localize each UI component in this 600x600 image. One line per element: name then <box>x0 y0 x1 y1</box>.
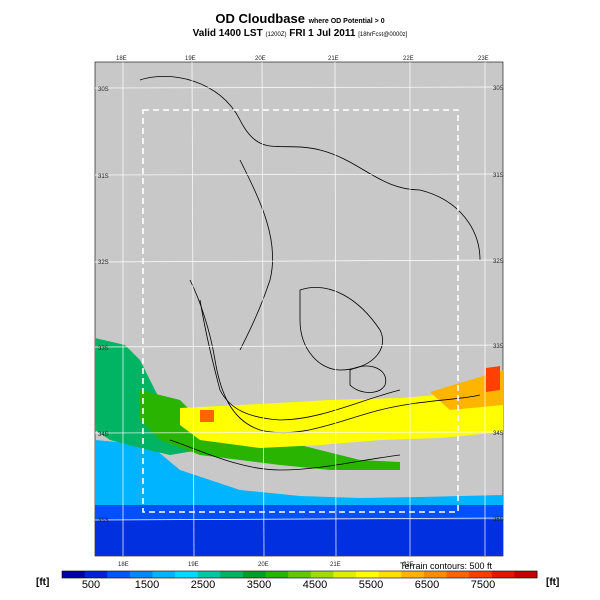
colorbar-swatch <box>356 571 380 578</box>
colorbar-swatch <box>197 571 221 578</box>
colorbar-swatch <box>423 571 448 578</box>
colorbar-swatch <box>107 571 131 578</box>
lat-label-left-5: 35S <box>98 518 109 524</box>
cloudbase-cyan-region <box>95 440 503 505</box>
colorbar-label: 3500 <box>246 579 272 591</box>
colorbar-swatch <box>469 571 493 578</box>
colorbar-swatch <box>491 571 515 578</box>
grid-lat-33 <box>94 344 504 348</box>
cloudbase-deepblue-region <box>95 520 503 556</box>
lat-label-right-1: 31S <box>493 173 504 179</box>
terrain-contour <box>189 279 481 434</box>
lat-label-right-3: 33S <box>493 344 504 350</box>
colorbar-unit-left: [ft] <box>36 577 50 588</box>
grid-lon-19 <box>191 61 195 557</box>
colorbar-label: 500 <box>81 579 101 591</box>
chart-title: OD Cloudbase where OD Potential > 0 <box>0 11 600 26</box>
cloudbase-yellow-belt <box>180 388 503 448</box>
forecast-date: FRI 1 Jul 2011 <box>289 28 356 39</box>
lon-label-bottom-3: 21E <box>330 562 341 568</box>
colorbar-swatch <box>401 571 425 578</box>
colorbar-swatch <box>220 571 244 578</box>
terrain-contour <box>139 76 481 261</box>
colorbar-swatch <box>514 571 538 578</box>
lon-label-bottom-2: 20E <box>258 562 269 568</box>
colorbar-swatch <box>265 571 289 578</box>
colorbar-unit-right: [ft] <box>546 577 560 588</box>
colorbar-label: 2500 <box>190 579 216 591</box>
colorbar-swatch <box>446 571 470 578</box>
terrain-contour-note: Terrain contours: 500 ft <box>400 561 493 571</box>
title-suffix: where OD Potential > 0 <box>308 18 385 25</box>
lat-label-left-1: 31S <box>98 174 109 180</box>
colorbar-label: 1500 <box>134 579 160 591</box>
colorbar-label: 4500 <box>302 579 328 591</box>
lon-label-bottom-4: 22E <box>403 562 414 568</box>
grid-lat-31 <box>94 173 504 176</box>
lat-label-left-4: 34S <box>98 432 109 438</box>
utc-time: (1200Z) <box>265 32 287 38</box>
colorbar-border <box>61 570 538 579</box>
cloudbase-shading <box>95 338 503 556</box>
valid-time: Valid 1400 LST <box>192 28 263 39</box>
lon-label-top-0: 18E <box>116 56 127 62</box>
colorbar-swatch <box>129 571 153 578</box>
colorbar-swatch <box>175 571 199 578</box>
inner-domain-box <box>142 109 459 513</box>
colorbar-swatch <box>242 571 267 578</box>
colorbar-label: 6500 <box>414 579 440 591</box>
lat-label-right-2: 32S <box>493 259 504 265</box>
terrain-contour <box>169 439 401 471</box>
lon-label-top-3: 21E <box>328 56 339 62</box>
colorbar-swatch <box>152 571 176 578</box>
grid-lat-30 <box>94 86 504 89</box>
grid-lon-20 <box>261 61 265 557</box>
terrain-contour <box>239 159 274 351</box>
lon-label-top-2: 20E <box>255 56 266 62</box>
colorbar-label: 5500 <box>358 579 384 591</box>
lat-label-left-2: 32S <box>98 260 109 266</box>
lon-label-top-5: 23E <box>478 56 489 62</box>
grid-lat-32 <box>94 259 504 263</box>
lon-label-bottom-0: 18E <box>118 562 129 568</box>
lat-label-right-0: 30S <box>493 86 504 92</box>
terrain-contours <box>139 76 481 471</box>
colorbar-swatch <box>378 571 402 578</box>
lon-label-top-1: 19E <box>185 56 196 62</box>
cloudbase-lightgreen <box>140 390 400 470</box>
terrain-contour <box>299 287 383 371</box>
grid-lat-34 <box>94 431 504 434</box>
lat-label-left-0: 30S <box>98 87 109 93</box>
cloudbase-red-spot <box>486 366 500 392</box>
colorbar-swatch <box>333 571 357 578</box>
lat-label-right-5: 35S <box>493 517 504 523</box>
terrain-contour <box>349 365 387 393</box>
lon-label-bottom-1: 19E <box>188 562 199 568</box>
grid-lon-21 <box>334 61 337 557</box>
cloudbase-red-spot-2 <box>200 410 214 422</box>
colorbar-swatch <box>310 571 334 578</box>
chart-subtitle: Valid 1400 LST (1200Z) FRI 1 Jul 2011 [1… <box>0 28 600 39</box>
colorbar-swatch <box>62 571 86 578</box>
lat-lon-grid <box>94 61 504 557</box>
lon-label-top-4: 22E <box>403 56 414 62</box>
colorbar <box>61 570 538 579</box>
lat-label-left-3: 33S <box>98 346 109 352</box>
colorbar-label: 7500 <box>470 579 496 591</box>
colorbar-swatch <box>288 571 312 578</box>
forecast-init: [18hrFcst@0000z] <box>358 32 408 38</box>
grid-lat-35 <box>94 517 504 521</box>
colorbar-swatch <box>84 571 108 578</box>
lat-label-right-4: 34S <box>493 431 504 437</box>
title-main: OD Cloudbase <box>215 11 305 26</box>
